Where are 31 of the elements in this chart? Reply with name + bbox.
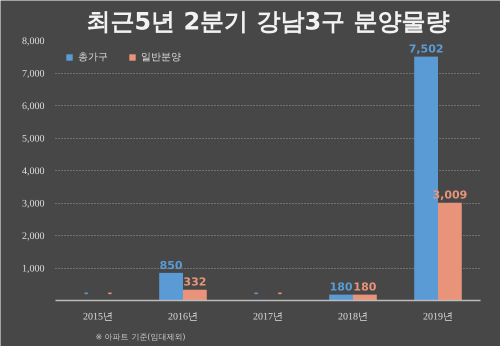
bar bbox=[329, 294, 353, 300]
bar bbox=[183, 290, 207, 300]
legend-label: 총가구 bbox=[78, 51, 108, 64]
y-tick-label: 1,000 bbox=[22, 264, 44, 274]
y-tick-label: 7,000 bbox=[22, 68, 44, 80]
x-tick-label: 2019년 bbox=[423, 312, 453, 322]
data-label: 7,502 bbox=[408, 42, 444, 56]
text: - bbox=[108, 286, 112, 300]
legend-label: 일반분양 bbox=[141, 51, 181, 64]
text: - bbox=[278, 286, 282, 300]
x-tick-label: 2017년 bbox=[253, 312, 283, 322]
bar bbox=[159, 272, 183, 300]
bar bbox=[353, 294, 377, 300]
y-tick-label: 3,000 bbox=[22, 198, 44, 210]
y-tick-label: 5,000 bbox=[22, 134, 44, 144]
y-tick-label: 4,000 bbox=[22, 166, 44, 177]
data-label: 180 bbox=[330, 280, 353, 294]
chart-title: 최근5년 2분기 강남3구 분양물량 bbox=[86, 8, 450, 36]
data-label: 850 bbox=[160, 258, 183, 272]
x-tick-label: 2016년 bbox=[168, 312, 198, 322]
data-label: 180 bbox=[353, 280, 377, 294]
x-tick-label: 2015년 bbox=[83, 312, 113, 322]
y-tick-label: 6,000 bbox=[22, 101, 44, 112]
x-tick-label: 2018년 bbox=[338, 312, 368, 322]
text: ※ 아파트 기준(임대제외) bbox=[96, 332, 186, 342]
y-tick-label: 8,000 bbox=[22, 36, 44, 47]
bar bbox=[438, 202, 462, 300]
data-label: 332 bbox=[183, 276, 206, 289]
text: - bbox=[84, 286, 88, 300]
text: - bbox=[254, 286, 258, 300]
y-tick-label: 2,000 bbox=[22, 231, 44, 242]
